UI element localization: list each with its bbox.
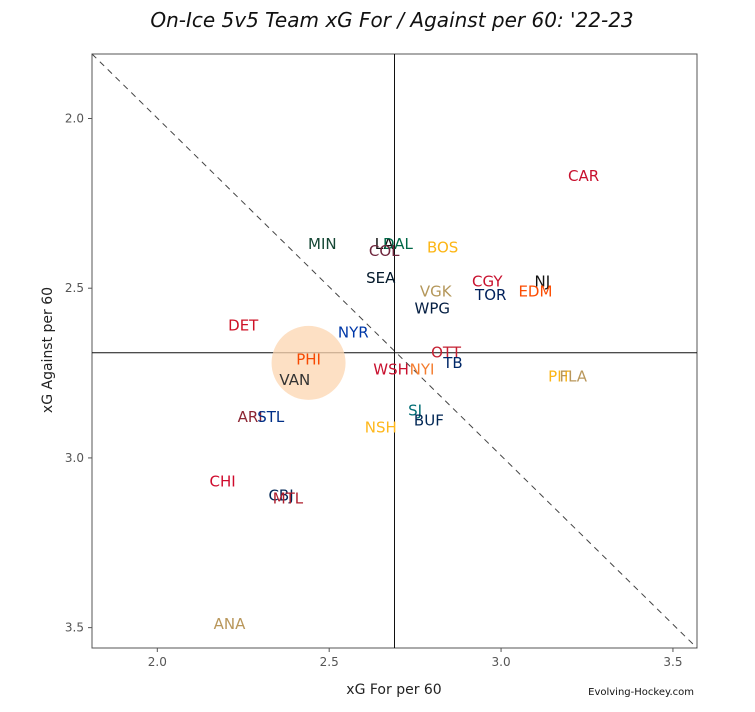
x-tick-label: 3.0 [492, 655, 511, 669]
team-point-det: DET [228, 317, 259, 335]
team-point-cbj: CBJ [268, 486, 293, 504]
team-point-ana: ANA [214, 615, 246, 633]
team-point-nsh: NSH [365, 418, 397, 436]
team-point-sj: SJ [408, 401, 422, 419]
highlight-circle [271, 325, 346, 400]
team-point-pit: PIT [548, 367, 571, 385]
team-point-tb: TB [442, 354, 462, 372]
team-point-buf: BUF [414, 412, 444, 430]
team-point-min: MIN [308, 235, 337, 253]
y-tick-label: 3.5 [65, 621, 84, 635]
team-point-edm: EDM [518, 283, 552, 301]
team-point-la: LA [375, 235, 395, 253]
team-point-sea: SEA [366, 269, 396, 287]
y-tick-label: 2.0 [65, 111, 84, 125]
team-point-bos: BOS [427, 238, 458, 256]
chart-title: On-Ice 5v5 Team xG For / Against per 60:… [150, 8, 633, 32]
team-point-nj: NJ [534, 272, 550, 290]
x-tick-label: 2.0 [148, 655, 167, 669]
team-point-chi: CHI [210, 473, 236, 491]
team-point-car: CAR [568, 167, 599, 185]
team-point-fla: FLA [559, 367, 587, 385]
team-point-tor: TOR [474, 286, 506, 304]
credit-text: Evolving-Hockey.com [588, 687, 694, 698]
team-point-col: COL [369, 242, 400, 260]
x-axis-label: xG For per 60 [346, 682, 441, 698]
team-point-ott: OTT [431, 344, 462, 362]
team-point-cgy: CGY [472, 272, 503, 290]
team-point-ari: ARI [238, 408, 263, 426]
y-tick-label: 3.0 [65, 451, 84, 465]
x-axis-ticks: 2.0 2.5 3.0 3.5 [148, 648, 682, 669]
team-point-mtl: MTL [273, 490, 304, 508]
team-point-stl: STL [257, 408, 285, 426]
team-point-nyi: NYI [410, 361, 435, 379]
team-point-dal: DAL [383, 235, 414, 253]
x-tick-label: 3.5 [663, 655, 682, 669]
team-point-nyr: NYR [338, 323, 369, 341]
y-axis-label: xG Against per 60 [40, 287, 56, 413]
team-point-vgk: VGK [420, 283, 453, 301]
x-tick-label: 2.5 [320, 655, 339, 669]
team-point-phi: PHI [296, 350, 321, 368]
team-point-wpg: WPG [415, 300, 451, 318]
y-axis-ticks: 2.0 2.5 3.0 3.5 [65, 111, 92, 635]
team-point-van: VAN [279, 371, 310, 389]
team-point-wsh: WSH [373, 361, 409, 379]
y-tick-label: 2.5 [65, 281, 84, 295]
